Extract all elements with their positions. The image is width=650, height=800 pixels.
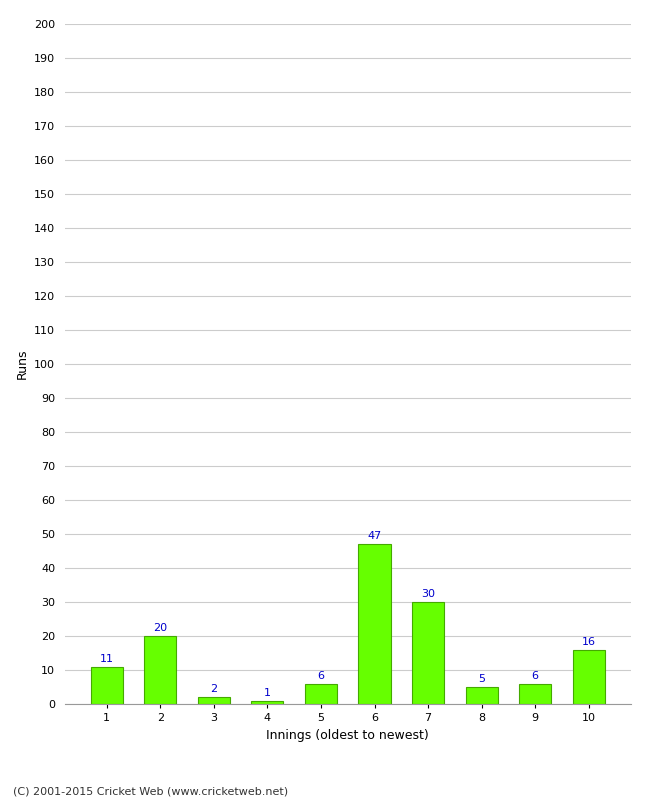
Text: 1: 1 (264, 688, 271, 698)
Bar (144, 636, 176, 704)
Text: (C) 2001-2015 Cricket Web (www.cricketweb.net): (C) 2001-2015 Cricket Web (www.cricketwe… (13, 786, 288, 796)
Text: 20: 20 (153, 623, 168, 634)
Bar (305, 683, 337, 704)
Text: 5: 5 (478, 674, 485, 684)
Y-axis label: Runs: Runs (16, 349, 29, 379)
Bar (198, 697, 230, 704)
Bar (465, 687, 498, 704)
Text: 6: 6 (532, 671, 539, 681)
Bar (412, 602, 444, 704)
Bar (358, 544, 391, 704)
Text: 11: 11 (99, 654, 114, 664)
Bar (519, 683, 551, 704)
Bar (91, 666, 123, 704)
Text: 16: 16 (582, 637, 596, 647)
Bar (573, 650, 604, 704)
Bar (252, 701, 283, 704)
Text: 47: 47 (367, 531, 382, 542)
Text: 2: 2 (211, 685, 218, 694)
Text: 6: 6 (317, 671, 324, 681)
Text: 30: 30 (421, 590, 435, 599)
X-axis label: Innings (oldest to newest): Innings (oldest to newest) (266, 729, 429, 742)
